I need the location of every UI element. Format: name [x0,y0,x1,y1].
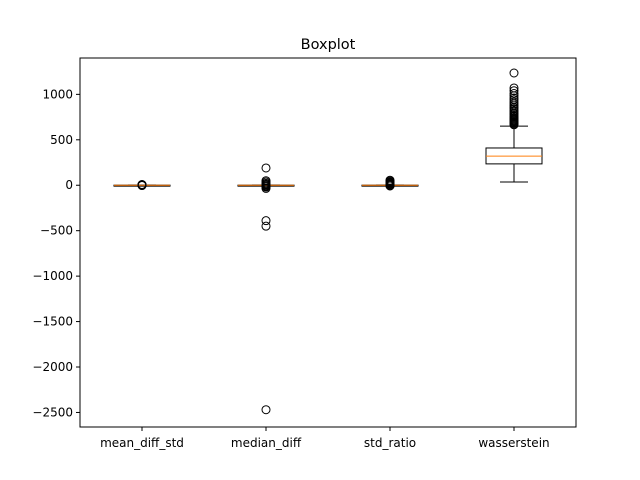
x-tick-label: wasserstein [478,436,549,450]
outlier-point [137,180,147,190]
outlier-point [509,88,519,98]
outlier-point [509,120,519,130]
outlier-point [261,221,271,231]
y-axis: 1000 500 0 −500 −1000 −1500 −2000 −2500 [32,87,80,419]
box-median_diff [237,163,295,415]
y-tick-label: 0 [65,178,73,192]
x-tick-label: median_diff [231,436,302,450]
y-tick-label: −500 [40,224,73,238]
box-wasserstein [485,68,543,183]
chart-title: Boxplot [301,37,356,53]
y-tick-label: −1500 [32,315,73,329]
y-tick-label: −1000 [32,269,73,283]
y-tick-label: 1000 [42,87,73,101]
y-tick-label: 500 [50,133,73,147]
box-std_ratio [361,175,419,191]
outlier-point [261,163,271,173]
y-tick-label: −2500 [32,405,73,419]
plot-area [113,68,543,415]
outlier-point [261,183,271,193]
y-tick-label: −2000 [32,360,73,374]
outlier-point [261,405,271,415]
box-mean_diff_std [113,180,171,191]
outlier-point [385,181,395,191]
outlier-point [261,216,271,226]
axes-frame [79,57,577,428]
outlier-point [509,68,519,78]
outlier-point [509,86,519,96]
x-tick-label: std_ratio [364,436,416,450]
x-axis: mean_diff_std median_diff std_ratio wassers… [100,427,550,450]
x-tick-label: mean_diff_std [100,436,184,450]
